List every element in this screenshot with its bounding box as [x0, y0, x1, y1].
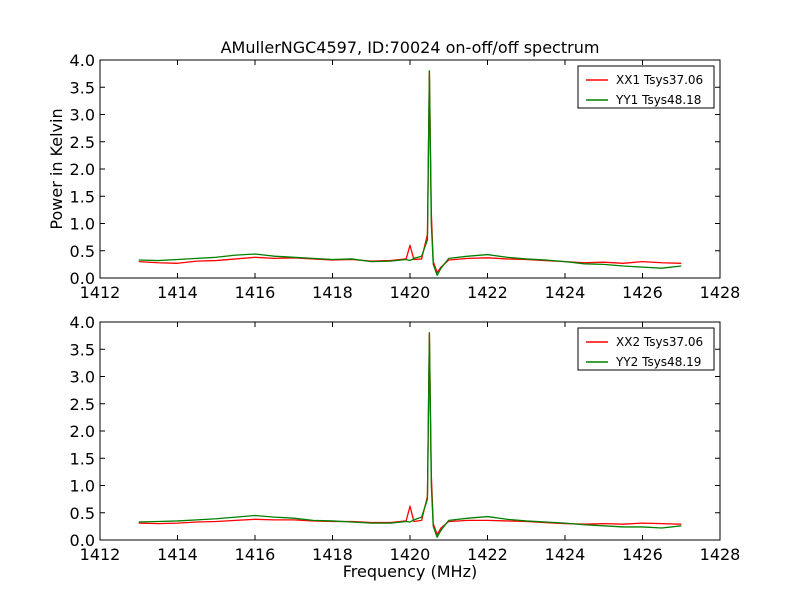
legend-label-2: YY1 Tsys48.18	[615, 93, 701, 107]
x-axis-label: Frequency (MHz)	[343, 562, 477, 581]
y-tick-label: 3.5	[70, 78, 95, 97]
y-tick-label: 3.0	[70, 106, 95, 125]
legend-label-1: XX2 Tsys37.06	[616, 335, 703, 349]
y-tick-label: 4.0	[70, 51, 95, 70]
y-tick-label: 0.0	[70, 269, 95, 288]
legend-box	[577, 327, 715, 371]
x-tick-label: 1426	[622, 545, 663, 564]
legend: XX1 Tsys37.06 YY1 Tsys48.18	[577, 65, 715, 109]
x-tick-label: 1428	[700, 545, 741, 564]
series-line-2	[138, 70, 682, 276]
x-tick-label: 1416	[235, 283, 276, 302]
legend-label-2: YY2 Tsys48.19	[615, 355, 701, 369]
x-tick-label: 1422	[467, 545, 508, 564]
x-tick-label: 1420	[390, 283, 431, 302]
figure-title: AMullerNGC4597, ID:70024 on-off/off spec…	[221, 38, 600, 57]
x-tick-label: 1426	[622, 283, 663, 302]
y-tick-label: 2.0	[70, 422, 95, 441]
bottom-spectrum-panel: 1412 1414 1416 1418 1420 1422 1424 1426 1428 0.0 0…	[70, 313, 741, 564]
y-tick-label: 1.0	[70, 477, 95, 496]
y-tick-label: 2.0	[70, 160, 95, 179]
x-tick-label: 1422	[467, 283, 508, 302]
top-spectrum-panel: 1412 1414 1416 1418 1420 1422 1424 1426 1428 0.0 0…	[70, 51, 741, 302]
legend: XX2 Tsys37.06 YY2 Tsys48.19	[577, 327, 715, 371]
legend-label-1: XX1 Tsys37.06	[616, 73, 703, 87]
y-tick-label: 1.5	[70, 449, 95, 468]
x-tick-label: 1420	[390, 545, 431, 564]
y-tick-label: 1.0	[70, 215, 95, 234]
legend-box	[577, 65, 715, 109]
y-tick-label: 2.5	[70, 395, 95, 414]
x-tick-label: 1412	[80, 545, 121, 564]
y-tick-label: 0.5	[70, 242, 95, 261]
y-axis-label: Power in Kelvin	[47, 108, 66, 229]
x-tick-label: 1412	[80, 283, 121, 302]
y-tick-label: 3.5	[70, 340, 95, 359]
y-tick-label: 2.5	[70, 133, 95, 152]
x-tick-label: 1428	[700, 283, 741, 302]
y-tick-label: 0.0	[70, 531, 95, 550]
y-tick-label: 4.0	[70, 313, 95, 332]
x-tick-label: 1424	[545, 283, 586, 302]
x-tick-label: 1414	[157, 283, 198, 302]
y-tick-label: 0.5	[70, 504, 95, 523]
x-tick-label: 1416	[235, 545, 276, 564]
y-tick-label: 1.5	[70, 187, 95, 206]
y-tick-label: 3.0	[70, 368, 95, 387]
x-tick-label: 1418	[312, 283, 353, 302]
x-tick-label: 1414	[157, 545, 198, 564]
series-line-2	[138, 332, 682, 538]
x-tick-label: 1424	[545, 545, 586, 564]
x-tick-label: 1418	[312, 545, 353, 564]
